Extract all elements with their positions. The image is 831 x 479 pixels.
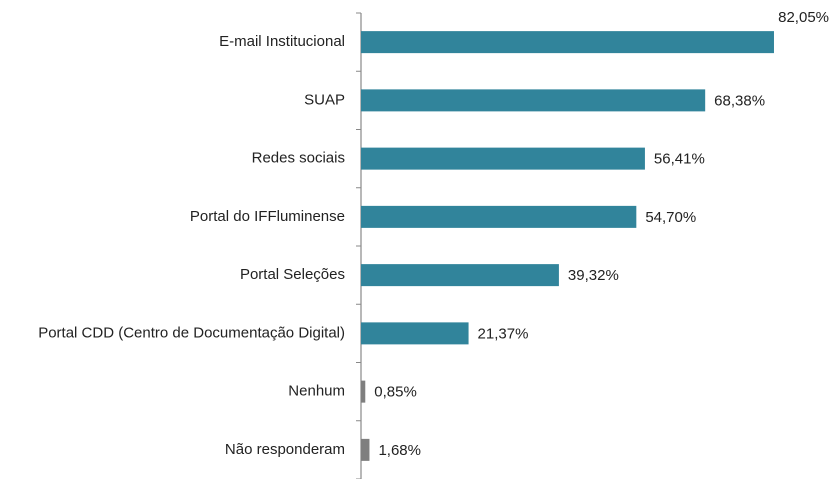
data-label: 39,32% [568,267,619,284]
bar [361,380,366,403]
y-tick-label: SUAP [304,91,345,108]
y-tick-label: Portal do IFFluminense [190,208,345,225]
data-label: 0,85% [374,384,417,401]
y-tick-label: Redes sociais [252,150,345,167]
bar [361,147,645,170]
y-tick-label: Portal Seleções [240,266,345,283]
y-tick-label: Portal CDD (Centro de Documentação Digit… [38,324,345,341]
data-label: 21,37% [478,325,529,342]
bar [361,205,637,228]
data-label: 82,05% [778,9,829,26]
bar [361,89,706,112]
y-tick-label: Não responderam [225,441,345,458]
bar [361,438,370,461]
data-label: 56,41% [654,151,705,168]
y-tick-label: Nenhum [288,383,345,400]
data-label: 54,70% [645,209,696,226]
bar [361,31,774,54]
data-label: 1,68% [378,442,421,459]
bar [361,264,559,287]
bar [361,322,469,345]
data-label: 68,38% [714,92,765,109]
y-tick-label: E-mail Institucional [219,33,345,50]
